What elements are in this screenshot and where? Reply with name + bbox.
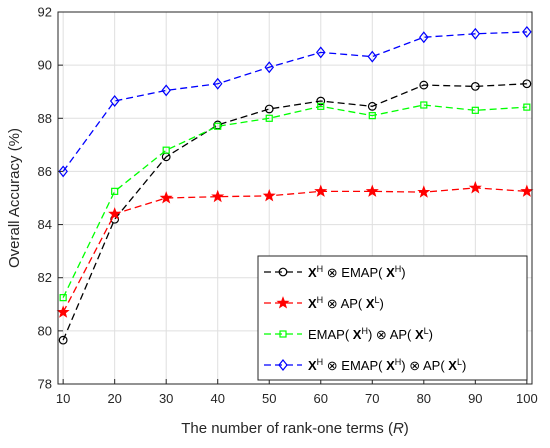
data-point [522, 79, 532, 89]
y-tick-label: 88 [38, 111, 52, 126]
data-point [365, 184, 379, 197]
series-line [62, 104, 527, 298]
data-point [522, 25, 532, 38]
legend-item: XH ⊗ EMAP( XH) [264, 264, 406, 280]
data-point [420, 101, 428, 109]
data-point [111, 187, 119, 195]
legend: XH ⊗ EMAP( XH) XH ⊗ AP( XL) EMAP( XH) ⊗ AP… [257, 255, 528, 381]
data-point [161, 84, 171, 97]
data-point [212, 77, 223, 90]
legend-box [257, 255, 528, 381]
x-tick-label: 40 [210, 391, 224, 406]
legend-label: EMAP( XH) ⊗ AP( XL) [308, 326, 433, 342]
legend-item: EMAP( XH) ⊗ AP( XL) [264, 326, 433, 342]
data-point [211, 189, 225, 203]
data-point [368, 112, 376, 120]
data-point [58, 165, 68, 178]
x-tick-label: 70 [365, 391, 379, 406]
x-tick-label: 60 [314, 391, 328, 406]
x-tick-label: 10 [56, 391, 70, 406]
legend-label: XH ⊗ AP( XL) [308, 295, 384, 311]
plot-frame [57, 11, 533, 385]
data-point [317, 102, 325, 110]
x-tick-label: 20 [107, 391, 121, 406]
x-tick-label: 90 [468, 391, 482, 406]
x-tick-label: 30 [159, 391, 173, 406]
series-line [62, 83, 527, 341]
data-point [58, 335, 68, 345]
data-point [367, 101, 377, 111]
data-point [262, 189, 276, 202]
data-point [520, 184, 534, 197]
y-tick-label: 78 [38, 377, 52, 392]
y-tick-label: 90 [38, 58, 52, 73]
y-tick-label: 92 [38, 5, 52, 20]
series-3 [59, 101, 531, 302]
x-tick-label: 100 [516, 391, 538, 406]
data-point [468, 181, 482, 194]
series-layer [56, 25, 534, 345]
x-tick-label: 80 [417, 391, 431, 406]
legend-marker [278, 267, 288, 277]
y-tick-label: 84 [38, 217, 52, 232]
legend-marker [278, 359, 288, 371]
legend-item: XH ⊗ EMAP( XH) ⊗ AP( XL) [264, 357, 466, 373]
data-point [59, 294, 67, 302]
y-tick-label: 80 [38, 323, 52, 338]
data-point [523, 103, 531, 111]
data-point [419, 80, 429, 90]
legend-marker [279, 330, 287, 338]
y-axis-label: Overall Accuracy (%) [6, 128, 23, 268]
axis-ticks: 10 20 30 40 50 60 70 80 90 100 78 80 82 84 86 88 90 92 [38, 5, 538, 407]
data-point [162, 146, 170, 154]
data-point [419, 31, 429, 44]
data-point [315, 46, 326, 59]
data-point [314, 184, 328, 197]
legend-label: XH ⊗ EMAP( XH) ⊗ AP( XL) [308, 357, 466, 373]
data-point [159, 191, 173, 204]
data-point [367, 50, 378, 63]
y-tick-label: 86 [38, 164, 52, 179]
series-1 [58, 79, 532, 345]
series-2 [56, 181, 534, 318]
y-tick-label: 82 [38, 270, 52, 285]
data-point [264, 61, 275, 74]
data-point [108, 207, 122, 220]
data-point [470, 81, 480, 91]
series-line [62, 187, 527, 313]
x-axis-label: The number of rank-one terms (R) [181, 420, 409, 437]
legend-item: XH ⊗ AP( XL) [264, 295, 384, 311]
legend-marker [276, 296, 290, 309]
data-point [264, 104, 274, 114]
data-point [56, 305, 70, 318]
series-line [62, 31, 527, 172]
data-point [265, 114, 273, 122]
x-tick-label: 50 [262, 391, 276, 406]
data-point [214, 122, 222, 130]
series-4 [58, 25, 532, 178]
data-point [109, 95, 120, 107]
data-point [417, 185, 431, 198]
data-point [470, 27, 481, 40]
data-point [471, 106, 479, 114]
legend-label: XH ⊗ EMAP( XH) [308, 264, 406, 280]
data-point [316, 96, 326, 106]
